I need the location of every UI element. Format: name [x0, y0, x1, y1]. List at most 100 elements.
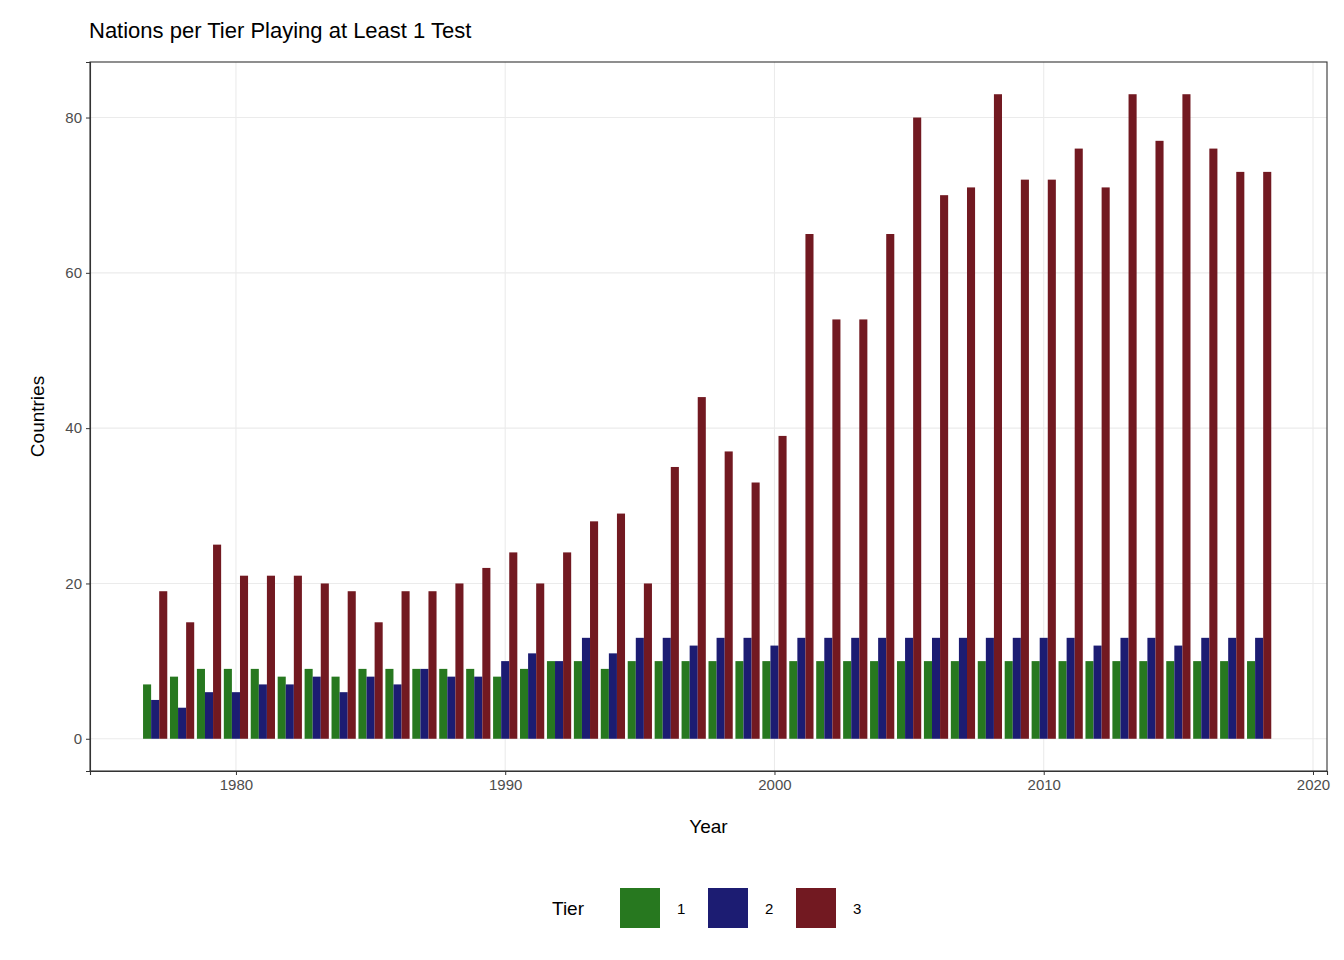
- bar: [321, 583, 329, 738]
- tick-mark: [505, 771, 506, 775]
- tick-mark: [86, 428, 90, 429]
- grid-line-x: [235, 62, 236, 771]
- tick-mark: [86, 583, 90, 584]
- bars: [143, 94, 1271, 739]
- bar: [690, 646, 698, 739]
- bar: [474, 677, 482, 739]
- bar: [1201, 638, 1209, 739]
- bar: [959, 638, 967, 739]
- tick-label: 20: [65, 575, 82, 592]
- tick-mark: [236, 771, 237, 775]
- grid-line-y: [90, 117, 1327, 118]
- bar: [851, 638, 859, 739]
- tick: 2000: [758, 771, 791, 793]
- bar: [951, 661, 959, 739]
- tick: 1990: [489, 771, 522, 793]
- grid-line-x: [1312, 62, 1313, 771]
- x-axis-title: Year: [689, 816, 728, 837]
- bar: [294, 576, 302, 739]
- bar: [1067, 638, 1075, 739]
- bar: [601, 669, 609, 739]
- tick-label: 80: [65, 109, 82, 126]
- bar: [709, 661, 717, 739]
- bar: [779, 436, 787, 739]
- tick-mark: [86, 739, 90, 740]
- bar: [924, 661, 932, 739]
- bar: [617, 514, 625, 739]
- bar: [1120, 638, 1128, 739]
- bar: [501, 661, 509, 739]
- bar: [447, 677, 455, 739]
- bar: [1166, 661, 1174, 739]
- bar: [1236, 172, 1244, 739]
- bar: [590, 521, 598, 738]
- axis-line: [91, 772, 1328, 776]
- tick: 80: [65, 109, 90, 126]
- bar: [1112, 661, 1120, 739]
- bar: [240, 576, 248, 739]
- legend: Tier123: [552, 888, 861, 928]
- bar: [520, 669, 528, 739]
- tick-label: 1980: [220, 776, 253, 793]
- bar: [628, 661, 636, 739]
- bar: [482, 568, 490, 739]
- tick-label: 2010: [1028, 776, 1061, 793]
- bar: [744, 638, 752, 739]
- grid: [90, 62, 1327, 771]
- legend-swatch: [708, 888, 748, 928]
- bar: [340, 692, 348, 739]
- bar: [913, 118, 921, 739]
- bar: [682, 661, 690, 739]
- bar: [170, 677, 178, 739]
- bar: [609, 653, 617, 738]
- bar: [428, 591, 436, 739]
- bar: [251, 669, 259, 739]
- bar: [455, 583, 463, 738]
- bar: [305, 669, 313, 739]
- bar: [897, 661, 905, 739]
- bar: [393, 684, 401, 738]
- bar: [1085, 661, 1093, 739]
- tick-mark: [1044, 771, 1045, 775]
- tick: 2020: [1297, 771, 1330, 793]
- bar: [1094, 646, 1102, 739]
- bar: [816, 661, 824, 739]
- y-axis-title: Countries: [27, 376, 48, 457]
- bar: [466, 669, 474, 739]
- bar: [1040, 638, 1048, 739]
- bar: [367, 677, 375, 739]
- bar: [655, 661, 663, 739]
- tick-mark: [1313, 771, 1314, 775]
- bar: [555, 661, 563, 739]
- bar: [663, 638, 671, 739]
- bar: [1102, 187, 1110, 738]
- tick-mark: [86, 118, 90, 119]
- bar: [1263, 172, 1271, 739]
- tick-mark: [774, 771, 775, 775]
- grid-line-y: [90, 428, 1327, 429]
- bar: [286, 684, 294, 738]
- bar: [1209, 149, 1217, 739]
- bar: [994, 94, 1002, 739]
- bar: [582, 638, 590, 739]
- bar: [1174, 646, 1182, 739]
- bar: [886, 234, 894, 739]
- bar: [213, 545, 221, 739]
- tick: 2010: [1028, 771, 1061, 793]
- bar: [805, 234, 813, 739]
- series: [151, 638, 1263, 739]
- tick-label: 2000: [758, 776, 791, 793]
- bar: [671, 467, 679, 739]
- bar: [143, 684, 151, 738]
- bar: [1048, 180, 1056, 739]
- bar: [717, 638, 725, 739]
- tick-label: 40: [65, 419, 82, 436]
- bar: [385, 669, 393, 739]
- tick-mark: [86, 273, 90, 274]
- bar: [752, 483, 760, 739]
- legend-swatch: [620, 888, 660, 928]
- bar: [859, 319, 867, 738]
- tick-label: 0: [74, 730, 82, 747]
- bar: [420, 669, 428, 739]
- bar: [151, 700, 159, 739]
